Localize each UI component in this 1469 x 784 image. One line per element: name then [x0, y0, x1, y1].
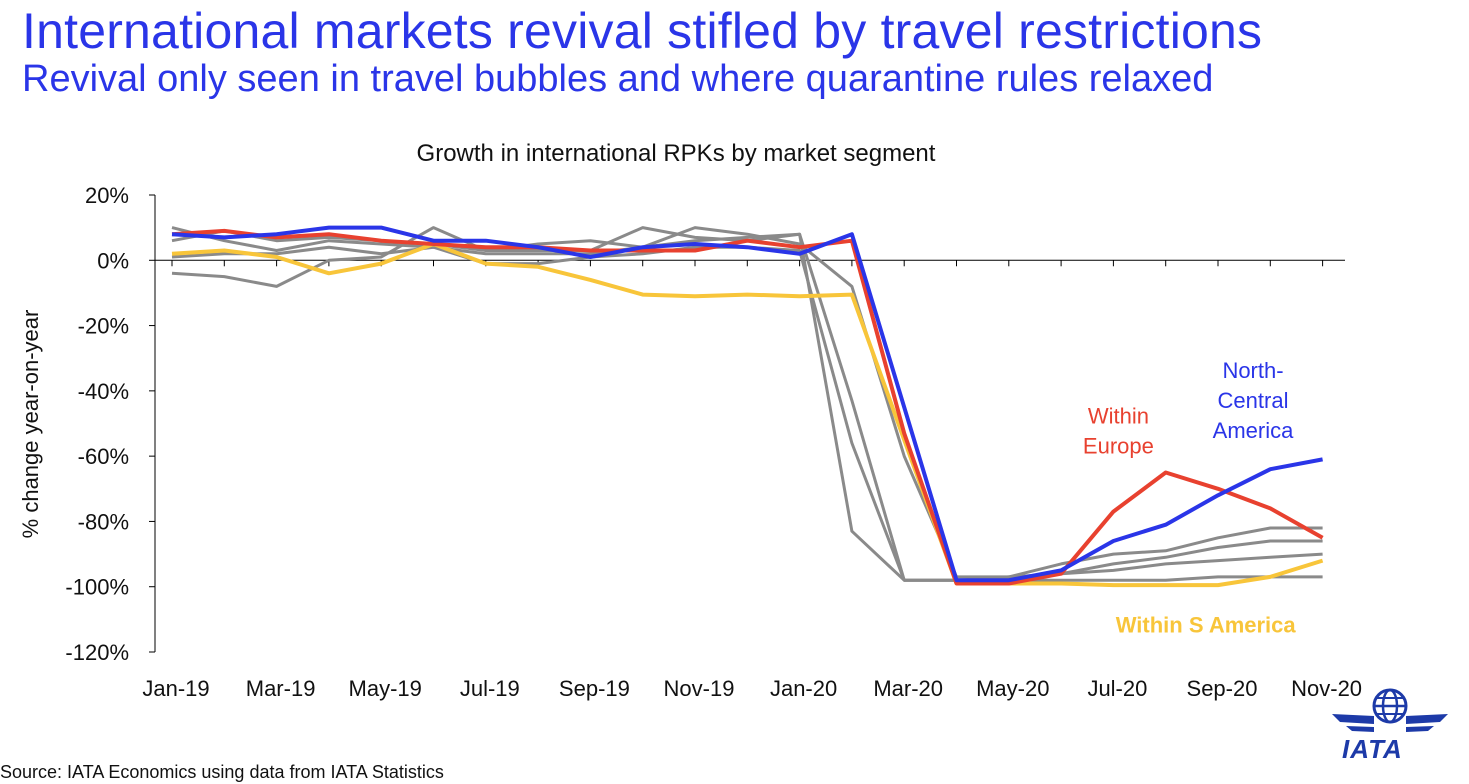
- page-title: International markets revival stifled by…: [22, 3, 1263, 59]
- annotation-na: North-Central America: [1213, 358, 1294, 443]
- axes: 20% 0% -20% -40% -60% -80% -100% -120% Jan-19 Mar…: [65, 183, 1362, 701]
- y-tick-label: -40%: [78, 379, 129, 404]
- x-tick-label: May-20: [976, 676, 1049, 701]
- y-tick-label: -80%: [78, 509, 129, 534]
- annotations: Within Europe North-Central America Within S…: [1083, 358, 1296, 638]
- annotation-sam: Within S America: [1116, 612, 1297, 637]
- x-tick-label: Jan-20: [770, 676, 837, 701]
- y-tick-label: -100%: [65, 575, 129, 600]
- x-tick-label: Sep-19: [559, 676, 630, 701]
- x-tick-label: Mar-19: [246, 676, 316, 701]
- series-line-grey2: [171, 226, 1323, 582]
- chart-title: Growth in international RPKs by market s…: [417, 140, 936, 167]
- iata-logo-text: IATA: [1342, 734, 1403, 764]
- globe-wings-icon: [1332, 688, 1448, 732]
- x-tick-label: Nov-20: [1291, 676, 1362, 701]
- y-tick-label: -20%: [78, 314, 129, 339]
- x-tick-label: May-19: [349, 676, 422, 701]
- x-tick-label: Sep-20: [1187, 676, 1258, 701]
- series-line-red: [171, 228, 1324, 586]
- series-lines: [171, 225, 1324, 588]
- x-tick-label: Mar-20: [873, 676, 943, 701]
- series-line-grey1: [171, 226, 1323, 579]
- iata-logo: [1332, 688, 1448, 732]
- source-note: Source: IATA Economics using data from I…: [0, 762, 444, 782]
- y-axis-label: % change year-on-year: [18, 310, 43, 539]
- series-line-yellow: [171, 242, 1324, 588]
- y-tick-label: 0%: [97, 248, 129, 273]
- y-tick-label: -120%: [65, 640, 129, 665]
- y-tick-label: -60%: [78, 444, 129, 469]
- page-subtitle: Revival only seen in travel bubbles and …: [22, 58, 1214, 100]
- y-tick-label: 20%: [85, 183, 129, 208]
- x-tick-label: Jan-19: [142, 676, 209, 701]
- annotation-europe: Within Europe: [1083, 404, 1154, 459]
- x-tick-label: Jul-20: [1087, 676, 1147, 701]
- x-tick-label: Jul-19: [460, 676, 520, 701]
- x-tick-label: Nov-19: [664, 676, 735, 701]
- series-line-blue: [171, 225, 1323, 583]
- series-line-grey3: [171, 226, 1323, 582]
